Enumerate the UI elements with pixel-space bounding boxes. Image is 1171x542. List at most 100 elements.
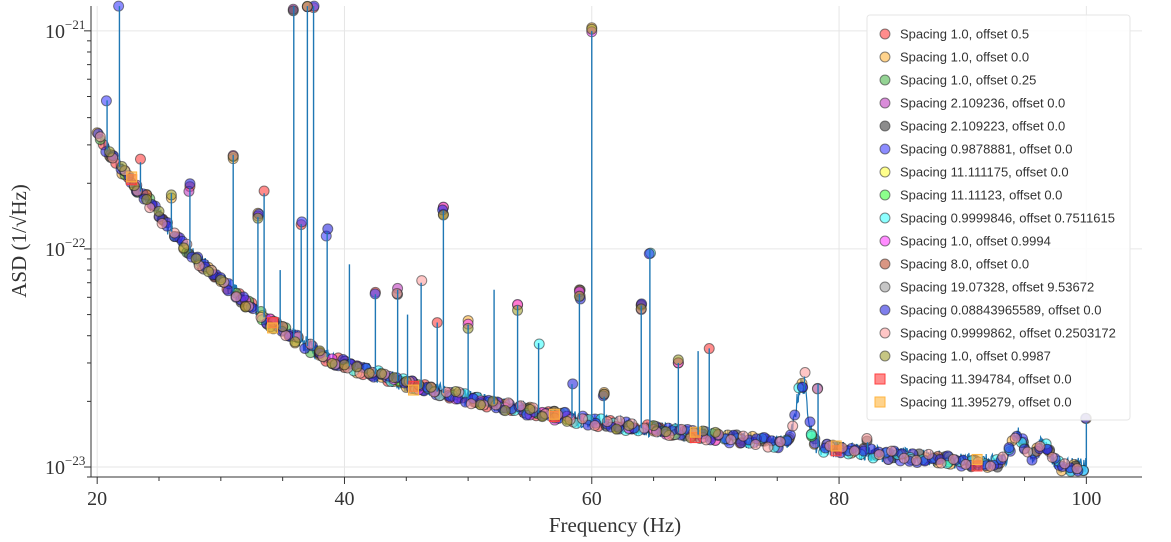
legend-entry: Spacing 19.07328, offset 9.53672 — [879, 280, 1094, 295]
axes-frame — [90, 6, 1142, 478]
legend-marker — [879, 327, 891, 339]
comb-marker — [762, 441, 774, 453]
legend-marker — [879, 235, 891, 247]
comb-marker — [156, 218, 168, 230]
comb-marker — [997, 451, 1009, 463]
legend-entry: Spacing 1.0, offset 0.5 — [879, 27, 1029, 42]
legend-label: Spacing 8.0, offset 0.0 — [900, 257, 1029, 272]
comb-marker — [215, 274, 227, 286]
comb-marker — [660, 426, 672, 438]
legend-marker — [879, 74, 891, 86]
comb-marker-square — [548, 408, 560, 420]
legend-marker — [879, 166, 891, 178]
comb-marker — [1034, 440, 1046, 452]
comb-marker — [178, 242, 190, 254]
comb-marker — [363, 367, 375, 379]
comb-marker-square — [830, 440, 842, 452]
legend-label: Spacing 1.0, offset 0.25 — [900, 73, 1036, 88]
legend-entry: Spacing 1.0, offset 0.9987 — [879, 349, 1051, 364]
x-tick-label: 40 — [334, 488, 354, 510]
legend-marker-square — [874, 373, 886, 385]
legend-entry: Spacing 0.9878881, offset 0.0 — [879, 142, 1073, 157]
comb-marker — [561, 415, 573, 427]
legend-label: Spacing 1.0, offset 0.9987 — [900, 349, 1051, 364]
comb-marker — [113, 0, 125, 12]
legend-marker-square — [874, 396, 886, 408]
legend-label: Spacing 11.111175, offset 0.0 — [900, 165, 1069, 180]
y-tick-label: 10 — [45, 21, 65, 43]
legend-marker — [879, 143, 891, 155]
comb-marker — [425, 381, 437, 393]
comb-marker — [567, 378, 579, 390]
comb-marker-square — [267, 322, 279, 334]
comb-marker — [1003, 442, 1015, 454]
legend-entry: Spacing 11.111175, offset 0.0 — [879, 165, 1069, 180]
legend-label: Spacing 0.08843965589, offset 0.0 — [900, 303, 1101, 318]
comb-marker — [648, 420, 660, 432]
comb-marker — [338, 359, 350, 371]
comb-marker — [450, 386, 462, 398]
comb-marker — [947, 453, 959, 465]
legend-entry: Spacing 1.0, offset 0.25 — [879, 73, 1036, 88]
legend-entry: Spacing 11.395279, offset 0.0 — [874, 395, 1072, 410]
legend-label: Spacing 11.11123, offset 0.0 — [900, 188, 1062, 203]
comb-marker — [750, 439, 762, 451]
comb-marker — [536, 411, 548, 423]
comb-marker — [737, 430, 749, 442]
x-axis-ticks: 20 40 60 80 100 — [87, 477, 1101, 510]
legend-label: Spacing 1.0, offset 0.9994 — [900, 234, 1051, 249]
comb-marker — [104, 146, 116, 158]
y-tick-exponent: −21 — [65, 17, 85, 32]
comb-marker — [873, 449, 885, 461]
comb-marker-square — [971, 453, 983, 465]
comb-marker — [487, 395, 499, 407]
legend-box — [866, 14, 1131, 421]
legend-entry: Spacing 0.9999862, offset 0.2503172 — [879, 326, 1116, 341]
legend-marker — [879, 281, 891, 293]
legend-marker — [879, 28, 891, 40]
x-tick-label: 100 — [1071, 488, 1101, 510]
y-axis-title: ASD (1/√Hz) — [7, 184, 31, 298]
legend-label: Spacing 11.395279, offset 0.0 — [900, 395, 1072, 410]
comb-marker — [861, 433, 873, 445]
plot-area — [91, 0, 1092, 477]
marker-layer — [91, 0, 1092, 477]
comb-marker — [774, 436, 786, 448]
comb-marker — [1059, 458, 1071, 470]
x-tick-label: 60 — [582, 488, 602, 510]
comb-marker — [1071, 463, 1083, 475]
legend-entry: Spacing 11.11123, offset 0.0 — [879, 188, 1062, 203]
comb-marker — [1046, 451, 1058, 463]
legend-marker — [879, 212, 891, 224]
y-tick-label: 10 — [45, 457, 65, 479]
comb-marker — [985, 460, 997, 472]
comb-marker — [935, 457, 947, 469]
legend-marker — [879, 189, 891, 201]
comb-marker — [240, 301, 252, 313]
comb-marker — [923, 448, 935, 460]
comb-marker — [960, 458, 972, 470]
comb-marker — [116, 160, 128, 172]
comb-marker — [289, 336, 301, 348]
legend-marker — [879, 51, 891, 63]
comb-marker — [796, 381, 808, 393]
comb-marker — [141, 193, 153, 205]
comb-marker — [610, 423, 622, 435]
x-tick-label: 80 — [829, 488, 849, 510]
comb-marker — [1009, 432, 1021, 444]
comb-marker — [589, 419, 601, 431]
y-tick-exponent: −22 — [65, 235, 85, 250]
legend-entry: Spacing 1.0, offset 0.0 — [879, 50, 1029, 65]
comb-marker — [898, 452, 910, 464]
y-tick-exponent: −23 — [65, 453, 85, 468]
comb-marker — [886, 445, 898, 457]
comb-marker — [524, 403, 536, 415]
comb-marker — [277, 321, 289, 333]
comb-marker — [280, 330, 292, 342]
legend-marker — [879, 350, 891, 362]
legend-entry: Spacing 2.109236, offset 0.0 — [879, 96, 1065, 111]
legend-entry: Spacing 1.0, offset 0.9994 — [879, 234, 1051, 249]
legend-label: Spacing 0.9878881, offset 0.0 — [900, 142, 1073, 157]
comb-marker — [725, 434, 737, 446]
legend-marker — [879, 120, 891, 132]
